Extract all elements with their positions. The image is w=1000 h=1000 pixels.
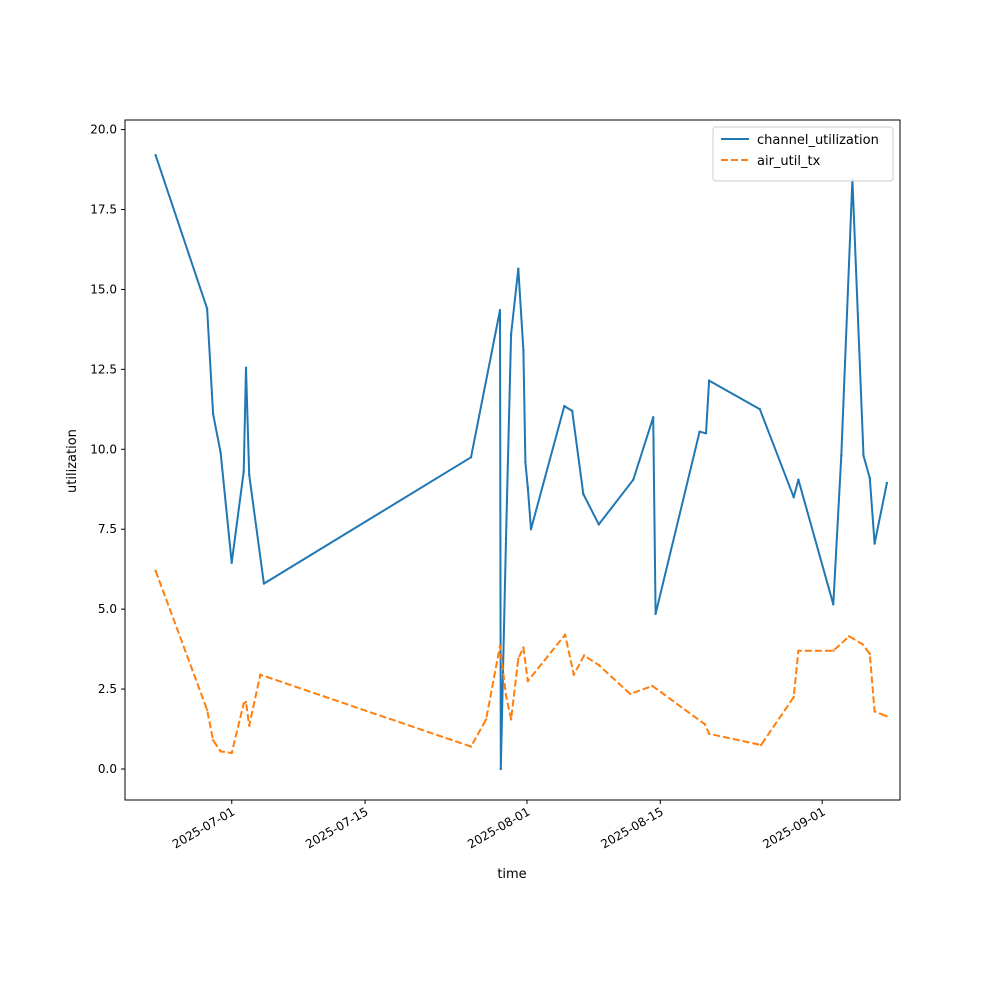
- data-point-channel_utilization-16: [524, 460, 527, 464]
- data-point-channel_utilization-9: [469, 456, 473, 459]
- data-point-air_util_tx-14: [517, 657, 520, 660]
- data-point-air_util_tx-25: [759, 743, 763, 747]
- data-point-air_util_tx-31: [868, 652, 871, 656]
- series-line-air_util_tx: [154, 570, 887, 754]
- data-point-air_util_tx-23: [703, 723, 706, 726]
- data-point-air_util_tx-10: [484, 718, 488, 721]
- legend-label-channel_utilization: channel_utilization: [757, 133, 879, 148]
- data-point-channel_utilization-30: [792, 496, 795, 499]
- data-point-air_util_tx-5: [242, 702, 245, 705]
- data-point-channel_utilization-22: [597, 523, 600, 526]
- data-point-channel_utilization-36: [868, 476, 871, 480]
- data-point-channel_utilization-24: [652, 416, 655, 419]
- data-point-air_util_tx-12: [504, 694, 508, 697]
- data-point-air_util_tx-4: [230, 751, 233, 755]
- data-point-channel_utilization-11: [499, 767, 502, 771]
- x-axis-label: time: [497, 867, 526, 882]
- data-point-channel_utilization-35: [862, 454, 865, 457]
- data-point-channel_utilization-37: [873, 542, 876, 545]
- legend-label-air_util_tx: air_util_tx: [757, 154, 821, 169]
- data-point-air_util_tx-2: [211, 739, 215, 742]
- data-point-channel_utilization-12: [504, 537, 508, 540]
- data-point-air_util_tx-7: [248, 724, 251, 727]
- data-point-air_util_tx-8: [259, 673, 262, 676]
- data-point-air_util_tx-6: [244, 700, 248, 704]
- data-point-channel_utilization-31: [797, 478, 800, 481]
- data-point-channel_utilization-21: [582, 492, 585, 496]
- y-axis-label: utilization: [65, 429, 80, 493]
- legend: channel_utilization air_util_tx: [712, 126, 894, 182]
- y-tick-label: 10.0: [90, 442, 117, 456]
- data-point-air_util_tx-32: [873, 710, 876, 713]
- plot-frame: [124, 119, 901, 801]
- y-tick-label: 2.5: [98, 682, 117, 696]
- data-point-air_util_tx-27: [797, 649, 800, 652]
- y-tick-label: 20.0: [90, 123, 117, 137]
- y-tick-label: 15.0: [90, 282, 117, 296]
- data-point-channel_utilization-0: [154, 154, 157, 157]
- legend-box: [712, 126, 894, 182]
- y-axis: 0.0 2.5 5.0 7.5 10.0 12.5 15.0 17.5 20.0: [90, 123, 125, 776]
- data-point-air_util_tx-1: [205, 708, 209, 711]
- data-point-channel_utilization-38: [885, 481, 889, 485]
- y-tick-label: 0.0: [98, 762, 117, 776]
- data-point-air_util_tx-17: [563, 633, 567, 636]
- data-point-air_util_tx-29: [848, 635, 851, 638]
- data-point-air_util_tx-3: [219, 750, 222, 753]
- data-point-air_util_tx-30: [861, 643, 864, 646]
- y-tick-label: 12.5: [90, 362, 117, 376]
- data-point-air_util_tx-18: [572, 673, 575, 676]
- data-point-air_util_tx-15: [522, 646, 525, 649]
- series-layer: [154, 154, 889, 771]
- data-point-air_util_tx-26: [792, 695, 795, 699]
- data-point-air_util_tx-28: [832, 649, 835, 652]
- data-point-channel_utilization-17: [526, 486, 529, 489]
- data-point-channel_utilization-27: [704, 432, 708, 435]
- data-point-air_util_tx-33: [885, 715, 888, 718]
- data-point-channel_utilization-3: [219, 451, 222, 454]
- y-tick-label: 17.5: [90, 203, 117, 217]
- data-point-channel_utilization-15: [522, 349, 525, 352]
- data-point-channel_utilization-8: [262, 582, 266, 585]
- data-point-channel_utilization-2: [211, 412, 215, 416]
- data-point-channel_utilization-33: [840, 454, 843, 457]
- data-point-channel_utilization-1: [205, 307, 209, 310]
- data-point-channel_utilization-20: [571, 409, 574, 413]
- data-point-channel_utilization-29: [758, 408, 762, 411]
- y-tick-label: 5.0: [98, 602, 117, 616]
- data-point-air_util_tx-16: [526, 679, 529, 683]
- data-point-channel_utilization-32: [832, 603, 835, 606]
- data-point-channel_utilization-6: [244, 366, 248, 369]
- data-point-air_util_tx-24: [707, 732, 711, 735]
- data-point-channel_utilization-7: [248, 473, 251, 477]
- data-point-channel_utilization-13: [509, 333, 513, 336]
- data-point-air_util_tx-19: [582, 654, 586, 657]
- data-point-air_util_tx-21: [629, 692, 632, 696]
- data-point-channel_utilization-19: [563, 404, 566, 408]
- data-point-air_util_tx-20: [597, 663, 600, 667]
- data-point-air_util_tx-13: [509, 718, 513, 721]
- data-point-air_util_tx-9: [469, 745, 473, 748]
- data-point-air_util_tx-11: [498, 644, 502, 648]
- data-point-air_util_tx-0: [154, 569, 157, 572]
- data-point-air_util_tx-22: [651, 684, 654, 688]
- data-point-channel_utilization-14: [517, 267, 520, 270]
- data-point-channel_utilization-23: [632, 478, 635, 481]
- data-point-channel_utilization-28: [707, 379, 711, 382]
- data-point-channel_utilization-10: [498, 309, 502, 312]
- data-point-channel_utilization-18: [529, 528, 533, 531]
- y-tick-label: 7.5: [98, 522, 117, 536]
- data-point-channel_utilization-25: [654, 612, 657, 616]
- data-point-channel_utilization-4: [230, 561, 233, 564]
- data-point-channel_utilization-26: [698, 430, 701, 433]
- data-point-channel_utilization-5: [242, 470, 245, 473]
